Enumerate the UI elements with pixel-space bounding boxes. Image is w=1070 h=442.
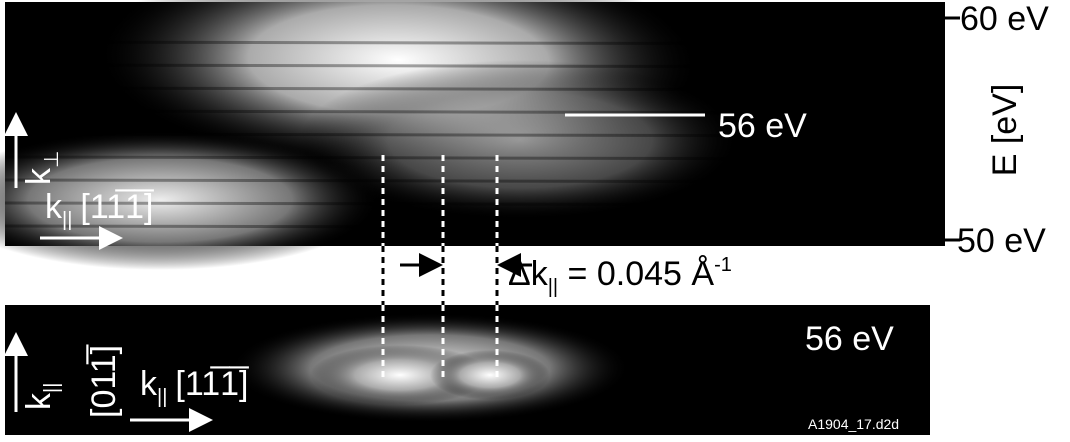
file-name: A1904_17.d2d (808, 416, 899, 432)
top-panel: 56 eV k⊥ k||[11̅1̅] (0, 0, 945, 270)
k-par-bottom: k||[11̅1̅] (140, 365, 249, 408)
bottom-energy: 56 eV (805, 320, 894, 358)
bottom-panel: 56 eV k|| [011̅] k||[11̅1̅] A1904_17.d2d (5, 305, 930, 435)
energy-axis: 60 eV 50 eV E [eV] (945, 0, 1049, 260)
energy-top: 60 eV (960, 0, 1049, 38)
figure: 56 eV k⊥ k||[11̅1̅] 60 eV 50 eV E [eV] 5… (0, 0, 1070, 437)
k-par: k||[11̅1̅] (45, 188, 154, 231)
energy-bottom: 50 eV (957, 222, 1046, 260)
delta-k: Δk|| = 0.045 Å-1 (508, 254, 732, 298)
energy-label: E [eV] (986, 84, 1024, 177)
k-vertical-direction: [011̅] (85, 344, 123, 418)
marker-label: 56 eV (718, 107, 807, 145)
